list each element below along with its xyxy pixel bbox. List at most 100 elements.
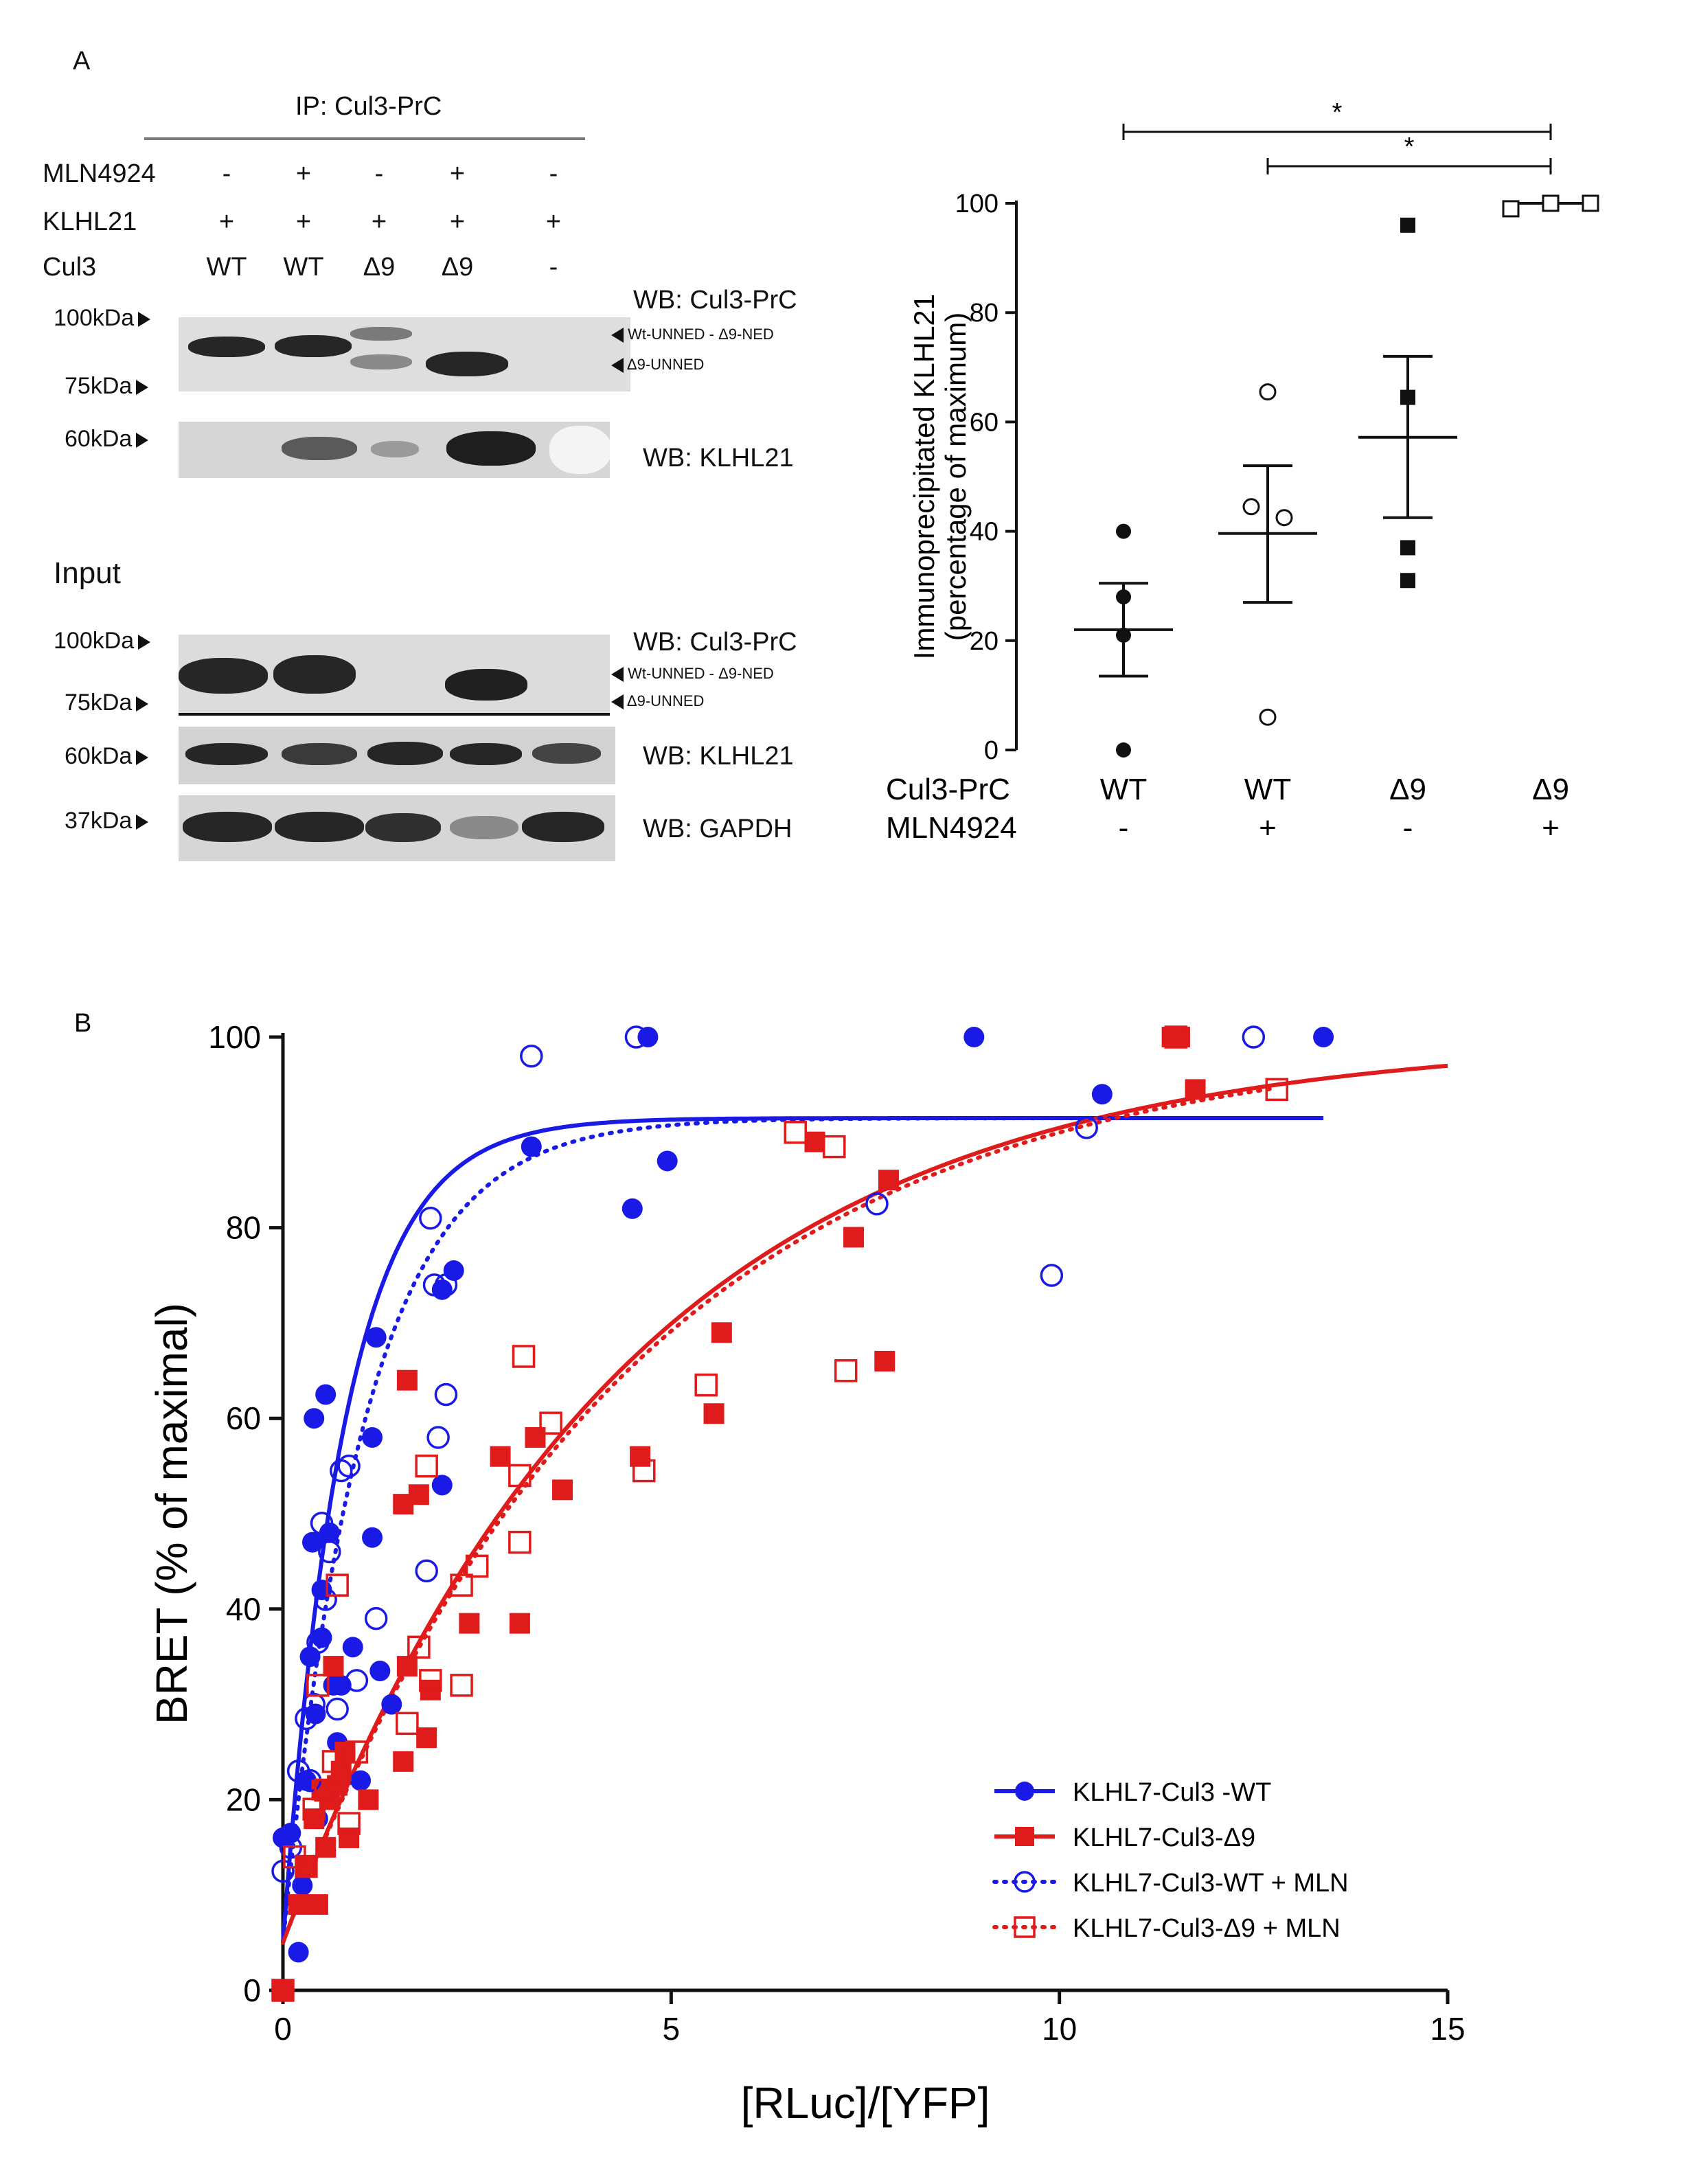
point [1400, 540, 1415, 556]
point [1400, 389, 1415, 405]
data-point [337, 1454, 361, 1478]
data-point [302, 1692, 326, 1716]
row-label-mln: MLN4924 [886, 811, 1017, 845]
input-marker-100: 100kDa [54, 628, 151, 655]
condition-cell: + [371, 207, 387, 236]
ip-wb-cul3: WB: Cul3-PrC [633, 286, 797, 315]
data-point [396, 1369, 418, 1391]
data-point [362, 1426, 383, 1448]
data-point [521, 1136, 542, 1157]
point [1259, 383, 1277, 401]
ip-header-divider [144, 137, 585, 140]
data-point [834, 1359, 858, 1383]
data-point [381, 1694, 402, 1715]
fit-curve-1 [281, 1063, 1448, 1944]
ip-klhl21-band-5 [549, 426, 610, 474]
data-point [963, 1027, 985, 1047]
ip-wb-klhl21: WB: KLHL21 [643, 444, 794, 473]
data-point [326, 1697, 349, 1721]
x-axis-label: [RLuc]/[YFP] [741, 2078, 990, 2128]
data-point [878, 1170, 899, 1191]
input-cul3-band-2 [273, 655, 356, 694]
data-point [345, 1740, 369, 1764]
input-cul3-blot [179, 635, 610, 716]
y-tick-label: 20 [970, 627, 999, 656]
data-point [632, 1459, 656, 1483]
point [1116, 589, 1131, 605]
group-mln-label: - [1403, 811, 1413, 845]
input-gapdh-band-3 [365, 813, 441, 842]
ip-band-lower-label: Δ9-UNNED [611, 356, 704, 374]
input-gapdh-band-5 [522, 812, 604, 842]
point [1400, 217, 1415, 233]
data-point [310, 1512, 334, 1535]
data-point [434, 1383, 458, 1407]
input-cul3-band-4 [445, 669, 527, 701]
data-point [804, 1131, 825, 1152]
ip-marker-60: 60kDa [65, 426, 149, 453]
data-point [426, 1426, 450, 1449]
data-point [624, 1025, 648, 1049]
x-tick-label: 10 [1042, 2011, 1077, 2047]
data-point [314, 1588, 337, 1611]
ip-cul3-band-4 [426, 352, 508, 376]
fit-curve-2 [281, 1116, 1248, 1945]
point [1242, 498, 1260, 516]
fit-curve-3 [281, 1086, 1279, 1945]
data-point [295, 1707, 318, 1731]
input-cul3-blot-edge [179, 713, 610, 716]
data-point [407, 1635, 431, 1659]
data-point [450, 1674, 473, 1697]
group-cul3-label: WT [1100, 773, 1147, 806]
data-point [784, 1121, 807, 1144]
data-point [306, 1630, 330, 1654]
data-point [319, 1522, 340, 1543]
y-tick-label: 60 [226, 1400, 261, 1436]
point [1116, 627, 1131, 643]
condition-cell: - [374, 159, 384, 188]
condition-cell: Δ9 [363, 253, 396, 282]
data-point [843, 1227, 865, 1248]
row-label-cul3: Cul3-PrC [886, 773, 1010, 806]
input-wb-gapdh: WB: GAPDH [643, 815, 792, 843]
point [1116, 742, 1131, 758]
data-point [362, 1527, 383, 1548]
ip-header: IP: Cul3-PrC [295, 92, 442, 121]
ip-klhl21-band-3 [371, 441, 419, 457]
condition-cell: WT [206, 253, 247, 282]
data-point [292, 1875, 313, 1896]
data-point [1014, 1871, 1036, 1893]
point [1582, 194, 1599, 212]
y-tick-label: 20 [226, 1782, 261, 1817]
data-point [431, 1475, 453, 1496]
data-point [711, 1322, 732, 1343]
input-cul3-band-1 [179, 658, 268, 694]
y-tick-label: 60 [970, 408, 999, 437]
data-point [552, 1479, 573, 1501]
ip-cul3-blot [179, 317, 630, 391]
data-point [1242, 1025, 1266, 1049]
data-point [459, 1613, 480, 1634]
data-point [337, 1812, 361, 1835]
input-klhl21-band-4 [450, 743, 522, 765]
y-tick-label: 0 [984, 736, 999, 765]
data-point [288, 1894, 309, 1915]
data-point [315, 1384, 337, 1405]
x-tick-label: 0 [274, 2011, 292, 2047]
data-point [314, 1778, 337, 1802]
data-point [365, 1327, 387, 1348]
input-title: Input [54, 556, 121, 590]
data-point [1015, 1782, 1034, 1801]
data-point [657, 1150, 678, 1172]
data-point [525, 1426, 546, 1448]
input-gapdh-blot [179, 795, 615, 861]
data-point [408, 1484, 429, 1505]
legend-label-0: KLHL7-Cul3 -WT [1073, 1778, 1271, 1807]
point [1275, 509, 1293, 527]
legend-label-3: KLHL7-Cul3-Δ9 + MLN [1073, 1914, 1341, 1943]
data-point [1014, 1916, 1036, 1938]
condition-cell: - [549, 253, 558, 282]
data-point [450, 1573, 473, 1597]
input-gapdh-band-2 [275, 812, 364, 842]
group-cul3-label: WT [1244, 773, 1291, 806]
